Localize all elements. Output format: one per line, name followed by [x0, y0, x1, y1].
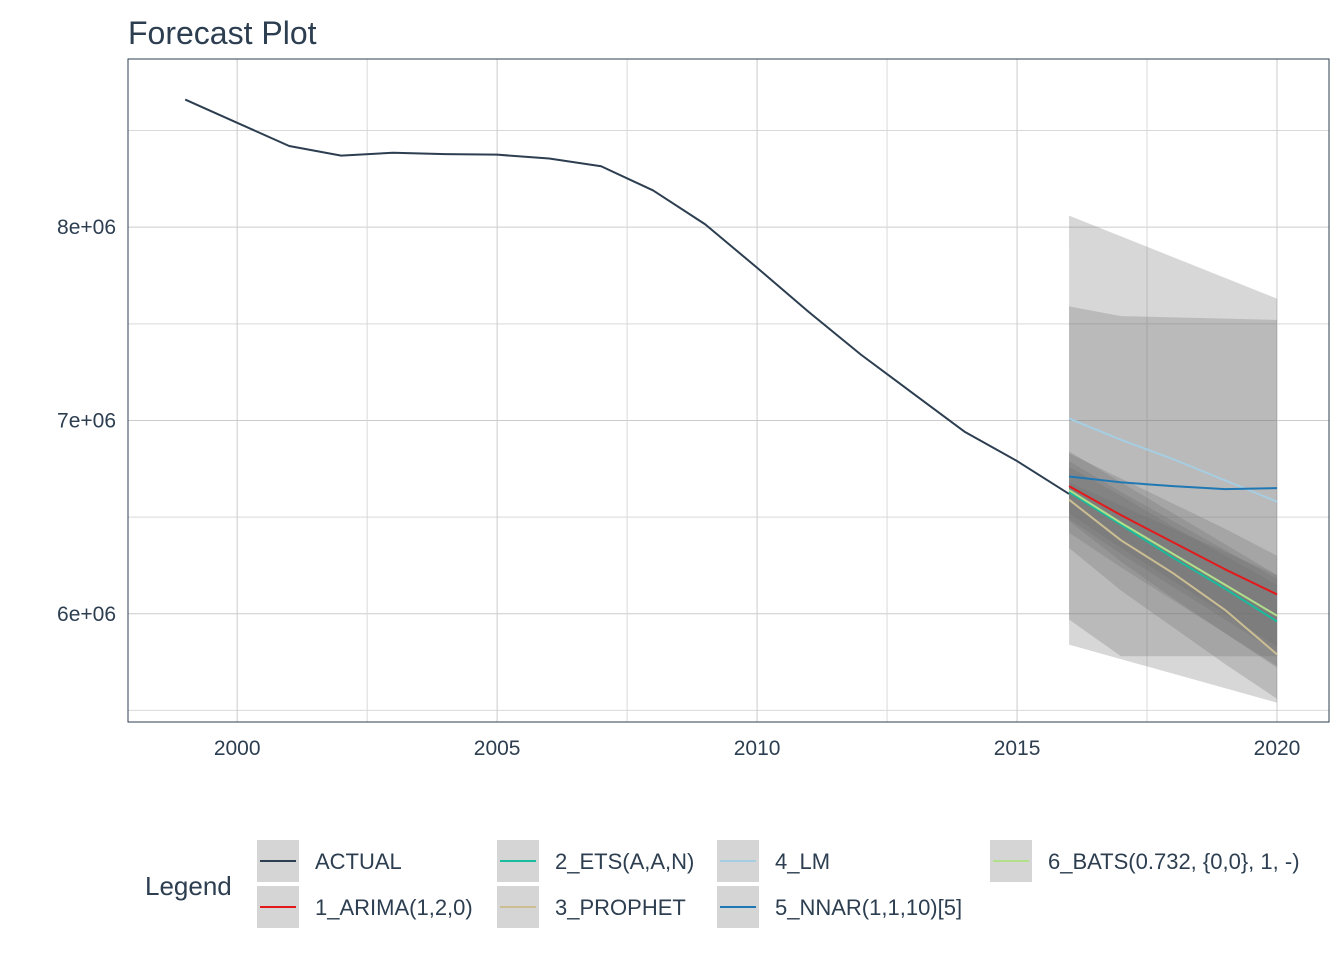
legend: Legend ACTUAL 1_ARIMA(1,2,0) 2_ETS(A,A,N) 3… — [145, 840, 1300, 928]
legend-label: 3_PROPHET — [555, 895, 686, 920]
y-axis: 6e+06 7e+06 8e+06 — [57, 216, 116, 626]
legend-label: 6_BATS(0.732, {0,0}, 1, -) — [1048, 849, 1300, 874]
x-tick-label: 2010 — [734, 737, 781, 760]
legend-label: 4_LM — [775, 849, 830, 874]
series-line — [1068, 491, 1278, 623]
legend-item: 1_ARIMA(1,2,0) — [257, 886, 473, 928]
x-tick-label: 2015 — [994, 737, 1041, 760]
chart-title: Forecast Plot — [128, 15, 317, 51]
series-line — [1068, 417, 1278, 503]
legend-label: 2_ETS(A,A,N) — [555, 849, 694, 874]
x-tick-label: 2005 — [474, 737, 521, 760]
series-line — [1068, 485, 1278, 596]
legend-item: 5_NNAR(1,1,10)[5] — [717, 886, 962, 928]
legend-item: 4_LM — [717, 840, 830, 882]
x-axis: 2000 2005 2010 2015 2020 — [214, 737, 1301, 760]
series-lines — [184, 98, 1278, 656]
legend-item: 2_ETS(A,A,N) — [497, 840, 694, 882]
legend-item: 3_PROPHET — [497, 886, 686, 928]
grid — [128, 59, 1329, 722]
series-line — [184, 98, 1070, 495]
series-line — [1068, 475, 1278, 491]
y-tick-label: 7e+06 — [57, 409, 116, 432]
legend-item: 6_BATS(0.732, {0,0}, 1, -) — [990, 840, 1300, 882]
series-line — [1068, 498, 1278, 656]
x-tick-label: 2000 — [214, 737, 261, 760]
plot-panel — [127, 58, 1330, 723]
x-tick-label: 2020 — [1254, 737, 1301, 760]
y-tick-label: 6e+06 — [57, 603, 116, 626]
legend-label: ACTUAL — [315, 849, 402, 874]
prediction-interval-band — [1069, 482, 1278, 668]
y-tick-label: 8e+06 — [57, 216, 116, 239]
legend-item: ACTUAL — [257, 840, 402, 882]
legend-label: 1_ARIMA(1,2,0) — [315, 895, 473, 920]
series-line — [1068, 489, 1278, 617]
legend-label: 5_NNAR(1,1,10)[5] — [775, 895, 962, 920]
legend-title: Legend — [145, 871, 232, 901]
